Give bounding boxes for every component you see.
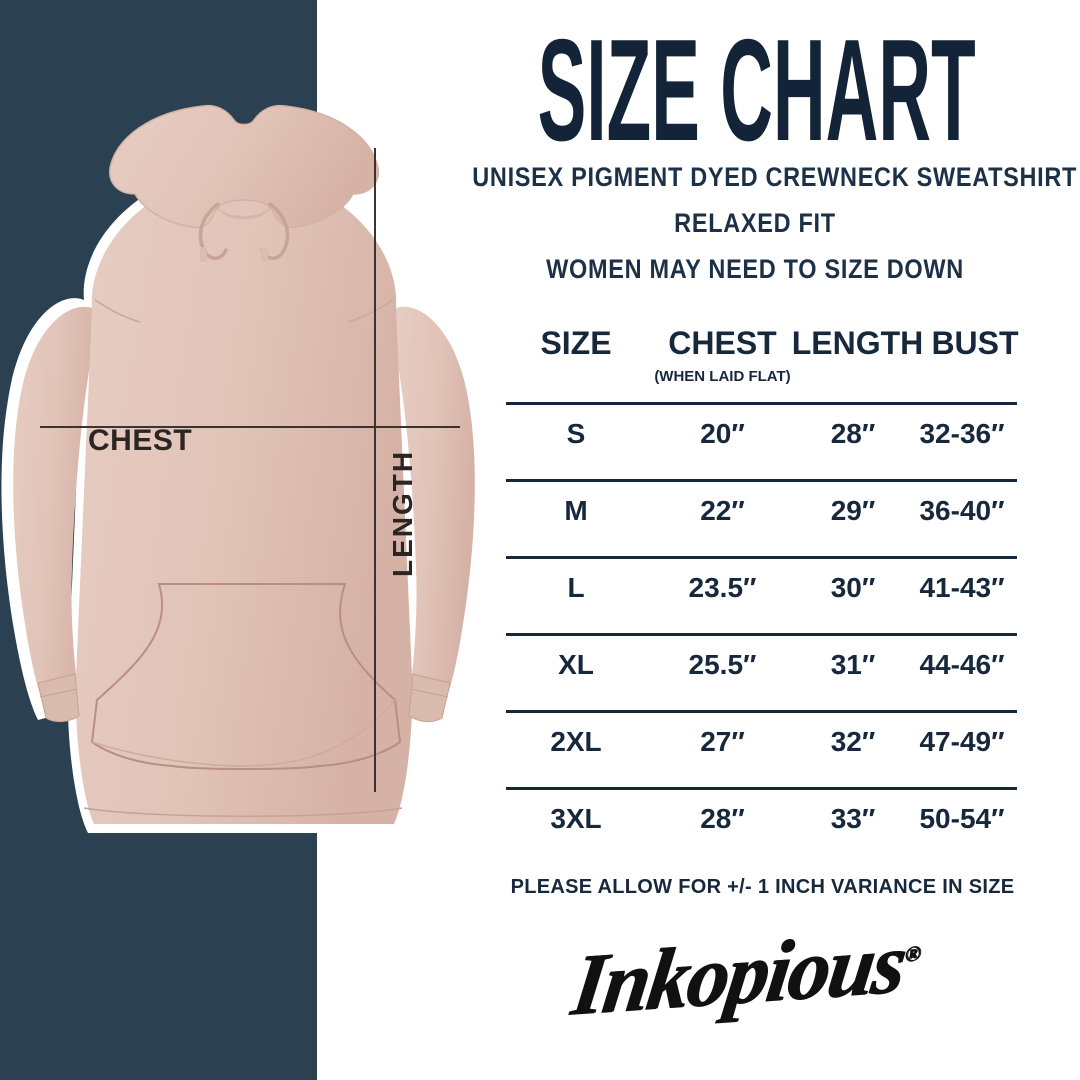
svg-text:LENGTH: LENGTH <box>387 450 418 577</box>
svg-text:CHEST: CHEST <box>88 424 192 457</box>
